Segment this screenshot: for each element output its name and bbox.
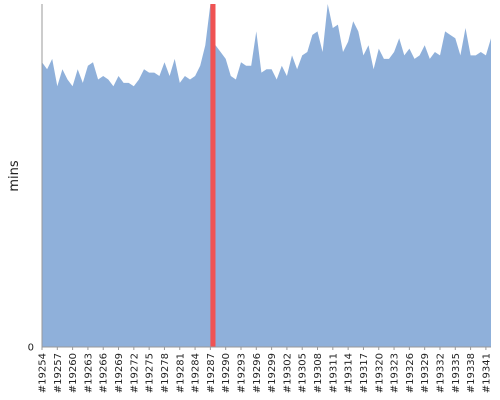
- y-axis: 0: [28, 343, 34, 354]
- plot-area: [41, 4, 491, 348]
- x-tick-label: #19260: [68, 353, 79, 393]
- x-tick-label: #19284: [191, 353, 202, 393]
- x-tick-label: #19305: [298, 353, 309, 393]
- x-tick-label: #19308: [313, 353, 324, 393]
- x-tick-label: #19278: [160, 353, 171, 393]
- x-tick-label: #19296: [252, 353, 263, 393]
- x-tick-label: #19323: [390, 353, 401, 393]
- x-tick-label: #19290: [221, 353, 232, 393]
- x-tick-label: #19287: [206, 353, 217, 393]
- y-axis-title: mins: [7, 160, 22, 192]
- x-tick-label: #19299: [267, 353, 278, 393]
- x-tick-label: #19272: [129, 353, 140, 393]
- x-tick-label: #19275: [145, 353, 156, 393]
- x-tick-label: #19329: [420, 353, 431, 393]
- x-tick-label: #19293: [237, 353, 248, 393]
- x-tick-label: #19317: [359, 353, 370, 393]
- x-axis: #19254 #19257 #19260 #19263 #19266 #19269 #192…: [38, 347, 492, 393]
- x-tick-label: #19281: [175, 353, 186, 393]
- x-tick-label: #19311: [328, 353, 339, 393]
- x-tick-label: #19266: [99, 353, 110, 393]
- x-tick-label: #19263: [83, 353, 94, 393]
- x-tick-label: #19254: [38, 353, 49, 393]
- x-tick-label: #19257: [53, 353, 64, 393]
- x-tick-label: #19314: [344, 353, 355, 393]
- x-tick-label: #19341: [481, 353, 492, 393]
- x-tick-label: #19320: [374, 353, 385, 393]
- x-tick-label: #19302: [282, 353, 293, 393]
- x-tick-label: #19269: [114, 353, 125, 393]
- x-tick-label: #19338: [466, 353, 477, 393]
- x-tick-label: #19332: [436, 353, 447, 393]
- x-tick-label: #19326: [405, 353, 416, 393]
- series-area: [42, 4, 491, 347]
- y-tick-label: 0: [28, 343, 34, 354]
- highlight-bar: [210, 4, 216, 347]
- x-tick-label: #19335: [451, 353, 462, 393]
